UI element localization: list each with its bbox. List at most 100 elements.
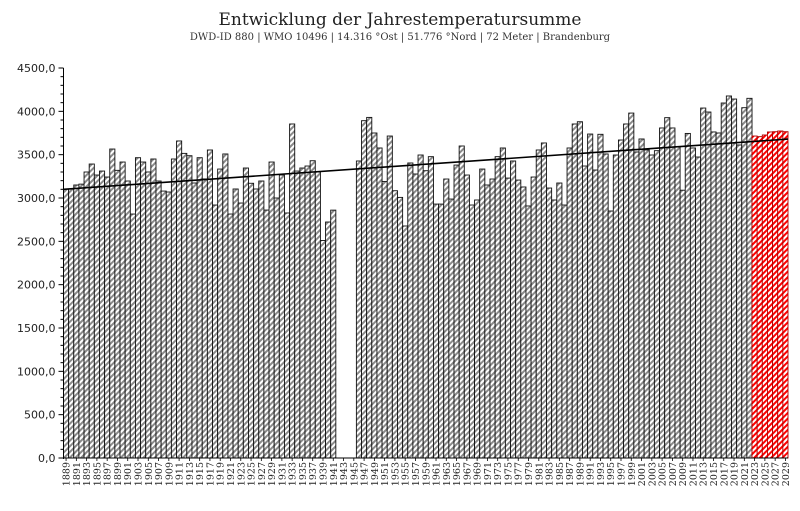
x-tick-label: 1971 <box>483 462 494 486</box>
bar-1916 <box>201 178 208 459</box>
x-tick-label: 1983 <box>545 462 556 486</box>
bar-1980 <box>530 176 537 459</box>
bar-1987 <box>566 147 573 459</box>
bar-1991 <box>587 133 594 459</box>
x-tick-label: 1927 <box>257 462 268 486</box>
bar-1961 <box>433 203 440 459</box>
bar-1978 <box>520 186 527 459</box>
x-tick-label: 1947 <box>360 462 371 486</box>
bar-1914 <box>191 182 198 459</box>
bar-1973 <box>494 156 501 459</box>
x-tick-label: 1911 <box>175 462 186 486</box>
x-tick-label: 1949 <box>370 462 381 486</box>
x-tick-label: 1967 <box>462 462 473 486</box>
bar-1927 <box>258 180 265 459</box>
x-tick-label: 1969 <box>473 462 484 486</box>
y-tick-label: 3500,0 <box>17 149 56 162</box>
bar-1903 <box>134 157 142 459</box>
x-tick-label: 1931 <box>277 462 288 486</box>
x-tick-label: 1991 <box>586 462 597 486</box>
bar-1909 <box>165 191 172 459</box>
x-tick-label: 2003 <box>647 462 658 486</box>
bar-1929 <box>268 161 275 459</box>
x-tick-label: 1907 <box>154 462 165 486</box>
y-tick-label: 4500,0 <box>17 62 56 75</box>
bar-1895 <box>93 174 100 459</box>
x-tick-label: 1961 <box>432 462 443 486</box>
x-tick-label: 1959 <box>421 462 432 486</box>
bar-1896 <box>99 170 106 459</box>
bar-1905 <box>145 171 152 459</box>
bar-2022 <box>746 97 753 459</box>
x-tick-label: 1985 <box>555 462 566 486</box>
bar-2018 <box>725 95 732 459</box>
x-tick-label: 1981 <box>534 462 545 486</box>
bar-1998 <box>623 123 630 459</box>
forecast-bar-2023 <box>751 135 758 459</box>
bar-1994 <box>602 153 609 459</box>
bar-2011 <box>689 147 696 459</box>
bar-1964 <box>448 198 455 459</box>
bars-group <box>63 95 789 459</box>
bar-1984 <box>551 199 558 459</box>
bar-1939 <box>319 240 327 459</box>
bar-1982 <box>540 142 547 459</box>
bar-1956 <box>407 162 414 459</box>
bar-1938 <box>314 171 321 459</box>
x-tick-label: 2019 <box>730 462 741 486</box>
bar-1959 <box>422 170 429 459</box>
bar-1958 <box>417 154 424 459</box>
x-tick-label: 1963 <box>442 462 453 486</box>
bar-1975 <box>504 177 511 459</box>
x-tick-label: 1989 <box>575 462 586 486</box>
x-tick-label: 1933 <box>288 462 299 486</box>
bar-1917 <box>206 149 213 459</box>
forecast-bar-2024 <box>756 136 763 459</box>
bar-1913 <box>186 155 193 459</box>
bar-2014 <box>705 111 712 459</box>
bar-1989 <box>576 121 583 459</box>
trend-line <box>63 138 789 191</box>
bar-1947 <box>361 120 368 459</box>
x-tick-label: 1995 <box>606 462 617 486</box>
bar-2004 <box>653 150 660 459</box>
bar-1919 <box>217 168 224 459</box>
bar-1928 <box>263 209 270 459</box>
chart-subtitle: DWD-ID 880 | WMO 10496 | 14.316 °Ost | 5… <box>189 32 611 43</box>
x-tick-label: 2023 <box>750 462 761 486</box>
bar-2002 <box>643 149 650 459</box>
bar-1963 <box>443 178 450 459</box>
bar-1890 <box>68 188 75 459</box>
y-tick-label: 500,0 <box>24 409 56 422</box>
bar-2005 <box>659 127 666 459</box>
bar-1951 <box>381 181 388 459</box>
x-tick-label: 1941 <box>329 462 340 486</box>
bar-1930 <box>273 197 280 459</box>
x-tick-label: 1945 <box>349 462 360 486</box>
bar-1955 <box>402 225 409 459</box>
x-tick-label: 2007 <box>668 462 679 486</box>
bar-1988 <box>571 123 578 459</box>
bar-2013 <box>700 107 707 459</box>
x-tick-label: 1943 <box>339 462 350 486</box>
x-tick-label: 1909 <box>164 462 175 486</box>
bar-1993 <box>597 133 604 459</box>
forecast-bar-2025 <box>761 134 768 459</box>
bar-2001 <box>638 138 645 459</box>
bar-1931 <box>278 174 285 459</box>
bar-1946 <box>355 160 362 459</box>
bar-1923 <box>237 202 244 459</box>
bar-1997 <box>617 139 625 459</box>
x-tick-label: 1955 <box>401 462 412 486</box>
bar-1970 <box>479 168 486 459</box>
bar-1889 <box>63 188 70 459</box>
y-tick-label: 1000,0 <box>17 365 56 378</box>
bar-1898 <box>109 148 116 459</box>
x-tick-label: 1901 <box>123 462 134 486</box>
x-tick-label: 1973 <box>493 462 504 486</box>
bar-1932 <box>284 212 291 459</box>
x-tick-label: 1937 <box>308 462 319 486</box>
bar-2020 <box>736 144 743 459</box>
x-tick-label: 1889 <box>62 462 73 486</box>
y-tick-label: 4000,0 <box>17 105 56 118</box>
